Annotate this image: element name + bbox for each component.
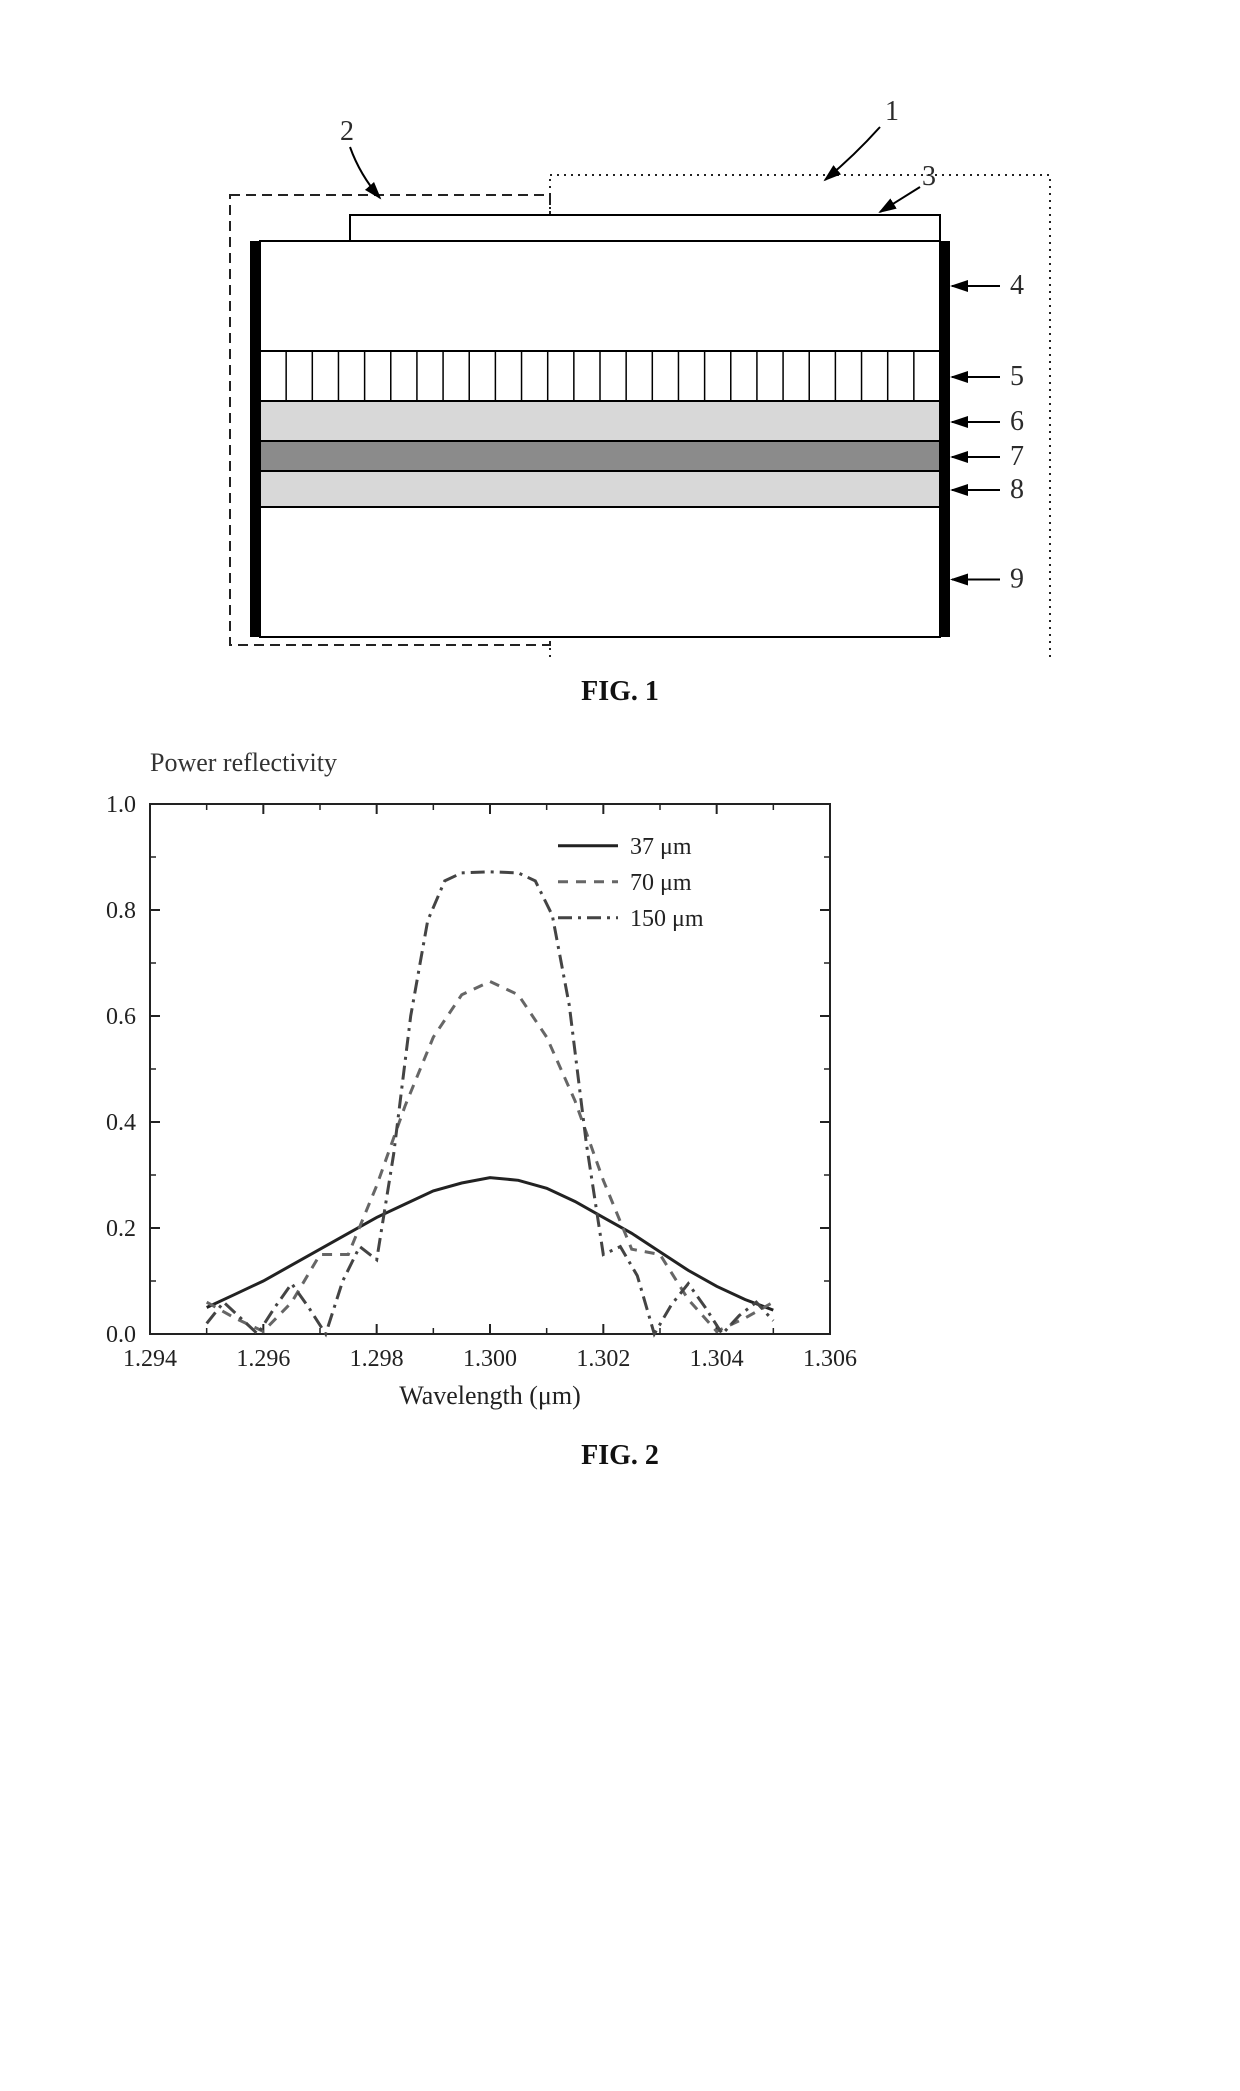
series-37 μm [207, 1178, 774, 1311]
ytick-label: 0.2 [106, 1216, 136, 1242]
arrow-1 [825, 127, 880, 180]
fig2-plot: 0.0 0.2 0.4 0.6 0.8 1.0 1.294 1.296 1.298 1.300 1.… [40, 784, 860, 1424]
xtick-label: 1.302 [576, 1346, 630, 1372]
label-8: 8 [1010, 474, 1024, 505]
fig1-diagram: 4 5 6 78 9 3 1 2 [140, 40, 1100, 660]
left-facet [250, 241, 260, 637]
label-5: 5 [1010, 361, 1024, 392]
fig2-caption: FIG. 2 [40, 1440, 1200, 1472]
ytick-label: 0.8 [106, 898, 136, 924]
layer-8 [260, 471, 940, 507]
xtick-label: 1.298 [350, 1346, 404, 1372]
right-facet [940, 241, 950, 637]
fig2-chart: 0.0 0.2 0.4 0.6 0.8 1.0 1.294 1.296 1.298 1.300 1.… [40, 784, 1200, 1424]
plot-box [150, 804, 830, 1334]
ytick-label: 0.6 [106, 1004, 136, 1030]
legend-label-150 μm: 150 μm [630, 906, 704, 932]
xtick-label: 1.300 [463, 1346, 517, 1372]
fig1-caption: FIG. 1 [40, 676, 1200, 708]
layer-6 [260, 401, 940, 441]
series-70 μm [207, 982, 774, 1332]
xtick-label: 1.296 [236, 1346, 290, 1372]
legend-label-37 μm: 37 μm [630, 834, 692, 860]
legend-label-70 μm: 70 μm [630, 870, 692, 896]
xtick-label: 1.294 [123, 1346, 177, 1372]
layer-9 [260, 507, 940, 637]
figure-2: Power reflectivity 0.0 0.2 0.4 0.6 0.8 1.0 1.2… [40, 748, 1200, 1472]
label-4: 4 [1010, 270, 1024, 301]
arrow-2 [350, 147, 380, 198]
ytick-label: 1.0 [106, 792, 136, 818]
label-3: 3 [922, 161, 936, 192]
label-6: 6 [1010, 406, 1024, 437]
layer-7 [260, 441, 940, 471]
fig2-title: Power reflectivity [150, 748, 1200, 778]
xlabel: Wavelength (μm) [399, 1381, 581, 1410]
layer-3 [350, 215, 940, 241]
label-1: 1 [885, 96, 899, 127]
layer-4 [260, 241, 940, 351]
ytick-label: 0.4 [106, 1110, 136, 1136]
arrow-3 [880, 187, 920, 212]
label-7: 7 [1010, 441, 1024, 472]
figure-1: 4 5 6 78 9 3 1 2 FIG. 1 [40, 40, 1200, 708]
xtick-label: 1.304 [690, 1346, 744, 1372]
xtick-label: 1.306 [803, 1346, 857, 1372]
label-9: 9 [1010, 564, 1024, 595]
label-2: 2 [340, 116, 354, 147]
ytick-label: 0.0 [106, 1322, 136, 1348]
